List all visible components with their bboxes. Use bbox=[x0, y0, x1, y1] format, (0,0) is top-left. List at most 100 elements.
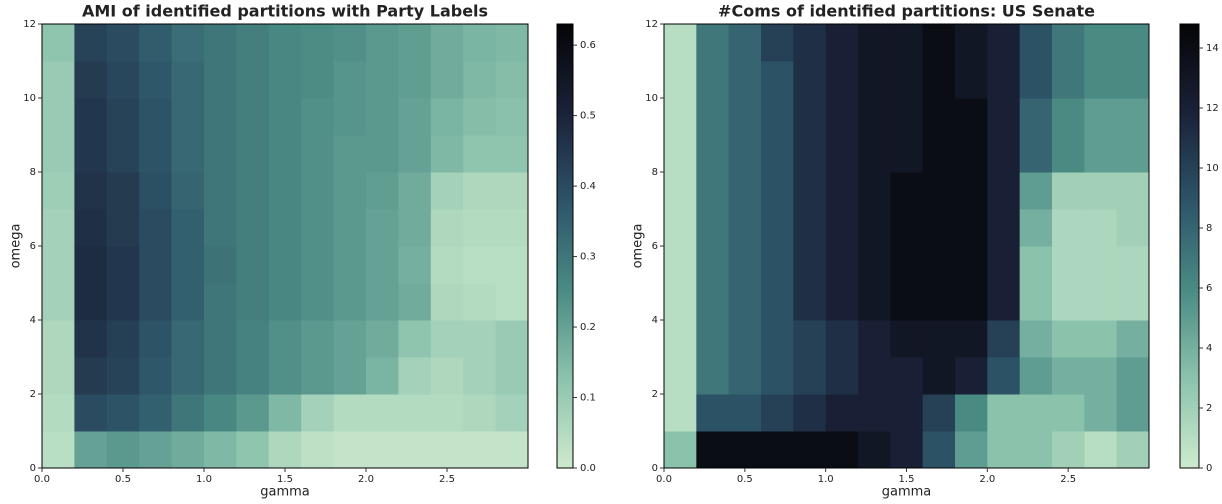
heat-cell bbox=[825, 61, 859, 99]
y-tick-label: 10 bbox=[23, 93, 36, 104]
heat-cell bbox=[728, 209, 762, 247]
heat-cell bbox=[728, 246, 762, 284]
heat-cell bbox=[664, 357, 697, 395]
heat-cell bbox=[1019, 61, 1053, 99]
heat-cell bbox=[1019, 320, 1053, 358]
heat-cell bbox=[74, 61, 108, 99]
heat-cell bbox=[139, 98, 173, 136]
heat-cell bbox=[74, 135, 108, 173]
heat-cell bbox=[987, 209, 1021, 247]
heat-cell bbox=[793, 98, 827, 136]
heat-cell bbox=[430, 209, 464, 247]
heat-cell bbox=[74, 246, 108, 284]
heat-cell bbox=[236, 357, 270, 395]
heat-cell bbox=[398, 320, 432, 358]
heat-cell bbox=[106, 283, 140, 321]
heat-cell bbox=[955, 357, 988, 395]
heat-cell bbox=[463, 394, 497, 432]
heat-cell bbox=[268, 357, 302, 395]
heat-cell bbox=[74, 431, 108, 469]
heat-cell bbox=[858, 431, 891, 469]
heat-cell bbox=[1052, 431, 1085, 469]
heat-cell bbox=[1084, 357, 1118, 395]
heat-cell bbox=[333, 394, 367, 432]
heat-cell bbox=[987, 246, 1021, 284]
heat-cell bbox=[106, 98, 140, 136]
heat-cell bbox=[728, 98, 762, 136]
heat-cell bbox=[106, 135, 140, 173]
heat-cell bbox=[366, 98, 399, 136]
heat-cell bbox=[1019, 98, 1053, 136]
heat-cell bbox=[922, 283, 956, 321]
x-tick-label: 2.0 bbox=[979, 474, 995, 485]
y-tick-label: 12 bbox=[645, 19, 658, 30]
heat-cell bbox=[1116, 135, 1150, 173]
heat-cell bbox=[1052, 209, 1085, 247]
heat-cell bbox=[106, 431, 140, 469]
heat-cell bbox=[301, 24, 335, 62]
heat-cell bbox=[171, 61, 205, 99]
heat-cell bbox=[204, 24, 237, 62]
heat-cell bbox=[664, 283, 697, 321]
heat-cell bbox=[495, 283, 529, 321]
heat-cell bbox=[890, 135, 924, 173]
heat-cell bbox=[74, 209, 108, 247]
heat-cell bbox=[987, 431, 1021, 469]
heat-cell bbox=[696, 209, 730, 247]
x-tick-label: 0.5 bbox=[737, 474, 753, 485]
heat-cell bbox=[890, 98, 924, 136]
colorbar-tick-label: 14 bbox=[1206, 43, 1219, 54]
heat-cell bbox=[495, 61, 529, 99]
heat-cell bbox=[696, 172, 730, 210]
heat-cell bbox=[301, 135, 335, 173]
colorbar-tick-label: 0.5 bbox=[580, 111, 596, 122]
heat-cell bbox=[987, 24, 1021, 62]
heat-cell bbox=[366, 172, 399, 210]
heat-cell bbox=[430, 135, 464, 173]
heat-cell bbox=[664, 24, 697, 62]
heat-cell bbox=[463, 431, 497, 469]
heat-cell bbox=[955, 209, 988, 247]
heat-cell bbox=[398, 394, 432, 432]
heat-cell bbox=[268, 135, 302, 173]
heat-cell bbox=[42, 394, 75, 432]
colorbar bbox=[556, 23, 574, 469]
heat-cell bbox=[955, 283, 988, 321]
heat-cell bbox=[761, 209, 794, 247]
heat-cell bbox=[236, 24, 270, 62]
heat-cell bbox=[463, 61, 497, 99]
x-tick-label: 2.5 bbox=[439, 474, 455, 485]
heat-cell bbox=[74, 172, 108, 210]
y-tick-label: 6 bbox=[30, 241, 36, 252]
heat-cell bbox=[301, 172, 335, 210]
y-tick-label: 8 bbox=[30, 167, 36, 178]
heat-cell bbox=[890, 24, 924, 62]
x-tick-label: 2.0 bbox=[358, 474, 374, 485]
heat-cell bbox=[890, 172, 924, 210]
heat-cell bbox=[171, 98, 205, 136]
colorbar-tick-label: 4 bbox=[1206, 343, 1212, 354]
heat-cell bbox=[664, 135, 697, 173]
heat-cell bbox=[890, 357, 924, 395]
heat-cell bbox=[922, 24, 956, 62]
heat-cell bbox=[398, 135, 432, 173]
heat-cell bbox=[236, 320, 270, 358]
heat-cell bbox=[955, 98, 988, 136]
heat-cell bbox=[495, 98, 529, 136]
heat-cell bbox=[696, 61, 730, 99]
heat-cell bbox=[106, 209, 140, 247]
heat-cell bbox=[139, 431, 173, 469]
heat-cell bbox=[761, 246, 794, 284]
heat-cell bbox=[1084, 61, 1118, 99]
heat-cell bbox=[139, 209, 173, 247]
heat-cell bbox=[171, 357, 205, 395]
heat-cell bbox=[955, 394, 988, 432]
heat-cell bbox=[301, 320, 335, 358]
heat-cell bbox=[495, 172, 529, 210]
heat-cell bbox=[922, 431, 956, 469]
heat-cell bbox=[664, 98, 697, 136]
heat-cell bbox=[42, 98, 75, 136]
heat-cell bbox=[139, 246, 173, 284]
heat-cell bbox=[106, 357, 140, 395]
chart-title: AMI of identified partitions with Party … bbox=[82, 2, 488, 21]
